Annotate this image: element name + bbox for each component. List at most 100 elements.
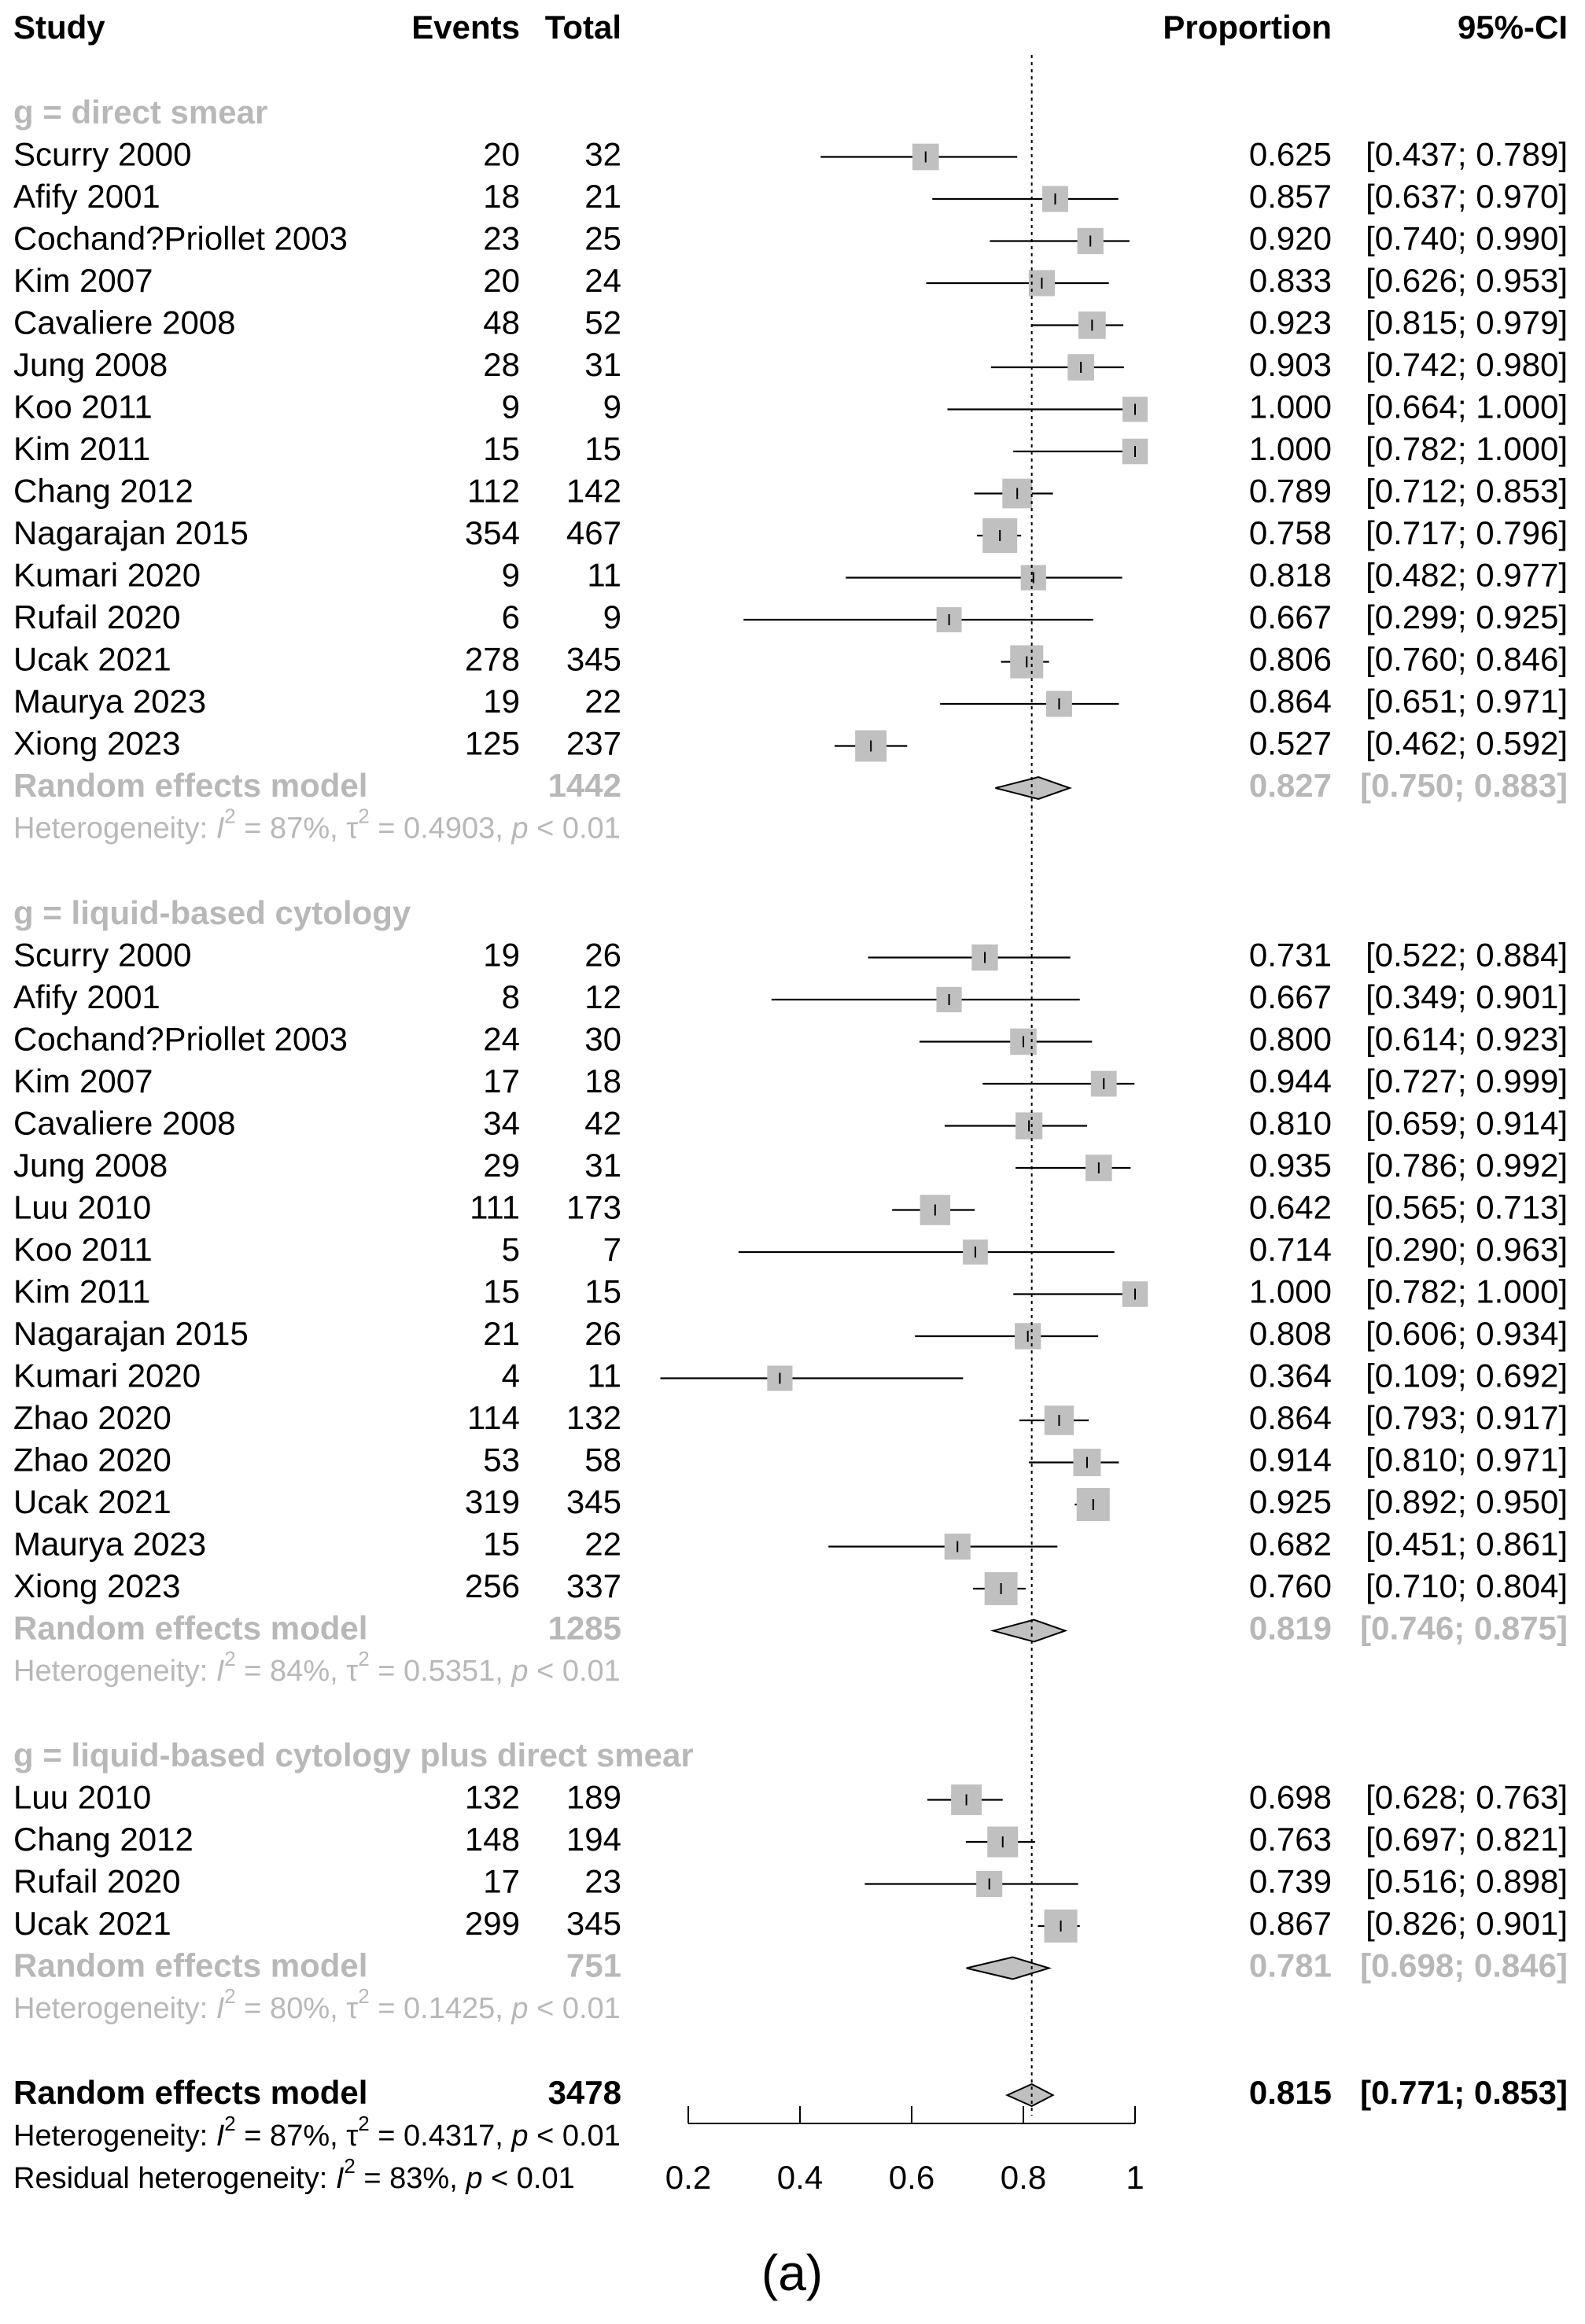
study-name: Cochand?Priollet 2003 (13, 220, 348, 257)
subgroup-pooled-ci: [0.698; 0.846] (1360, 1947, 1568, 1984)
study-name: Rufail 2020 (13, 598, 180, 635)
study-ci: [0.712; 0.853] (1366, 473, 1568, 510)
subgroup-pooled-proportion: 0.819 (1249, 1610, 1332, 1647)
study-proportion: 0.698 (1249, 1779, 1332, 1816)
study-total: 237 (566, 725, 621, 762)
subgroup-pooled-label: Random effects model (13, 1947, 367, 1984)
subgroup-diamond (995, 775, 1072, 801)
study-proportion: 0.682 (1249, 1526, 1332, 1563)
study-total: 345 (566, 1905, 621, 1942)
study-total: 31 (584, 1147, 621, 1184)
study-total: 194 (566, 1821, 621, 1858)
subgroup-pooled-total: 1285 (548, 1610, 621, 1647)
study-total: 30 (584, 1021, 621, 1058)
study-total: 31 (584, 346, 621, 383)
header-total: Total (545, 9, 621, 46)
x-tick-label: 0.6 (889, 2159, 934, 2196)
overall-total: 3478 (548, 2074, 621, 2111)
study-name: Zhao 2020 (13, 1442, 171, 1479)
study-total: 9 (603, 389, 621, 425)
study-ci: [0.522; 0.884] (1366, 937, 1568, 974)
study-ci: [0.659; 0.914] (1366, 1105, 1568, 1142)
x-tick-label: 0.2 (665, 2159, 711, 2196)
subgroup-heterogeneity: Heterogeneity: I2 = 87%, τ2 = 0.4903, p … (13, 804, 621, 845)
study-total: 25 (584, 220, 621, 257)
overall-label: Random effects model (13, 2074, 367, 2111)
study-proportion: 0.625 (1249, 136, 1332, 173)
study-ci: [0.760; 0.846] (1366, 641, 1568, 678)
study-name: Xiong 2023 (13, 1567, 181, 1604)
study-events: 15 (483, 430, 520, 467)
study-proportion: 0.833 (1249, 262, 1332, 299)
study-ci: [0.717; 0.796] (1366, 514, 1568, 551)
study-proportion: 0.857 (1249, 178, 1332, 215)
study-ci: [0.437; 0.789] (1366, 136, 1568, 173)
residual-heterogeneity: Residual heterogeneity: I2 = 83%, p < 0.… (13, 2154, 575, 2195)
study-ci: [0.710; 0.804] (1366, 1567, 1568, 1604)
subgroup-pooled-ci: [0.746; 0.875] (1360, 1610, 1568, 1647)
study-total: 132 (566, 1399, 621, 1436)
study-ci: [0.349; 0.901] (1366, 978, 1568, 1015)
header-ci: 95%-CI (1458, 9, 1568, 46)
study-name: Kim 2007 (13, 262, 153, 299)
overall-proportion: 0.815 (1249, 2074, 1332, 2111)
study-events: 23 (483, 220, 520, 257)
study-ci: [0.826; 0.901] (1366, 1905, 1568, 1942)
study-name: Zhao 2020 (13, 1399, 171, 1436)
study-total: 22 (584, 683, 621, 720)
study-ci: [0.782; 1.000] (1366, 430, 1568, 467)
study-proportion: 0.903 (1249, 346, 1332, 383)
subgroup-heterogeneity: Heterogeneity: I2 = 80%, τ2 = 0.1425, p … (13, 1984, 621, 2025)
study-name: Koo 2011 (13, 1231, 153, 1268)
study-proportion: 0.763 (1249, 1821, 1332, 1858)
overall-ci: [0.771; 0.853] (1360, 2074, 1568, 2111)
study-events: 132 (465, 1779, 520, 1816)
study-events: 17 (483, 1063, 520, 1099)
subgroup-pooled-ci: [0.750; 0.883] (1360, 767, 1568, 804)
study-ci: [0.290; 0.963] (1366, 1231, 1568, 1268)
study-ci: [0.651; 0.971] (1366, 683, 1568, 720)
study-proportion: 0.800 (1249, 1021, 1332, 1058)
study-events: 18 (483, 178, 520, 215)
study-proportion: 1.000 (1249, 389, 1332, 425)
study-proportion: 0.760 (1249, 1567, 1332, 1604)
study-ci: [0.740; 0.990] (1366, 220, 1568, 257)
study-total: 32 (584, 136, 621, 173)
overall-heterogeneity: Heterogeneity: I2 = 87%, τ2 = 0.4317, p … (13, 2112, 621, 2153)
study-name: Kumari 2020 (13, 1357, 201, 1394)
study-ci: [0.451; 0.861] (1366, 1526, 1568, 1563)
study-ci: [0.516; 0.898] (1366, 1863, 1568, 1900)
study-total: 12 (584, 978, 621, 1015)
subgroup-pooled-total: 1442 (548, 767, 621, 804)
study-name: Kumari 2020 (13, 557, 201, 594)
study-total: 15 (584, 1273, 621, 1310)
study-total: 345 (566, 1483, 621, 1520)
subgroup-label: g = direct smear (13, 94, 267, 131)
study-total: 345 (566, 641, 621, 678)
study-total: 7 (603, 1231, 621, 1268)
study-ci: [0.793; 0.917] (1366, 1399, 1568, 1436)
study-ci: [0.637; 0.970] (1366, 178, 1568, 215)
study-events: 278 (465, 641, 520, 678)
study-ci: [0.109; 0.692] (1366, 1357, 1568, 1394)
study-name: Jung 2008 (13, 1147, 168, 1184)
study-name: Ucak 2021 (13, 1483, 171, 1520)
study-total: 467 (566, 514, 621, 551)
study-events: 256 (465, 1567, 520, 1604)
study-name: Cavaliere 2008 (13, 304, 236, 341)
study-proportion: 0.789 (1249, 473, 1332, 510)
study-name: Maurya 2023 (13, 1526, 206, 1563)
header-events: Events (411, 9, 520, 46)
study-events: 111 (470, 1189, 520, 1226)
study-ci: [0.614; 0.923] (1366, 1021, 1568, 1058)
subgroup-heterogeneity: Heterogeneity: I2 = 84%, τ2 = 0.5351, p … (13, 1647, 621, 1688)
study-events: 19 (483, 937, 520, 974)
study-total: 15 (584, 430, 621, 467)
study-total: 9 (603, 598, 621, 635)
study-name: Chang 2012 (13, 473, 194, 510)
study-events: 9 (502, 389, 520, 425)
study-proportion: 0.642 (1249, 1189, 1332, 1226)
study-events: 28 (483, 346, 520, 383)
study-name: Ucak 2021 (13, 641, 171, 678)
